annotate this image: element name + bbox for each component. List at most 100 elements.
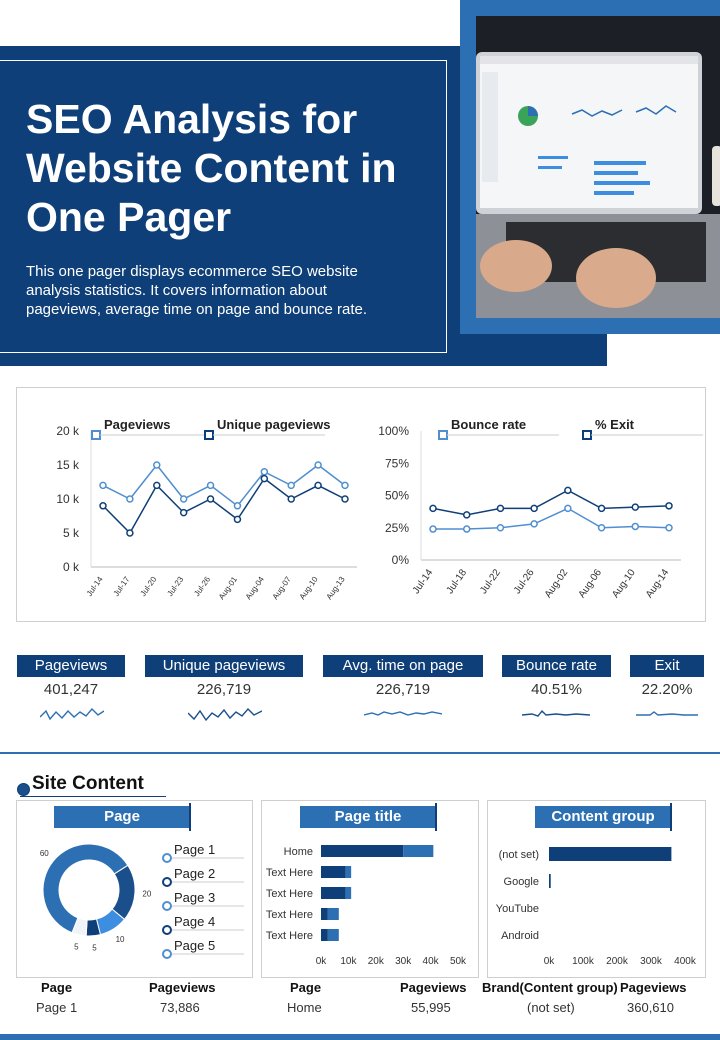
x-tick-label: 0k (316, 956, 328, 967)
x-tick-label: Jul-20 (139, 575, 159, 598)
bar-category-label: Google (504, 876, 539, 888)
table-group-brand-value: (not set) (527, 1000, 575, 1015)
page-panel-header: Page (54, 806, 190, 828)
x-tick-label: Aug-04 (244, 575, 266, 602)
data-point (530, 520, 538, 528)
legend-marker (162, 901, 172, 911)
x-tick-label: Aug-01 (217, 575, 239, 602)
bar-category-label: Text Here (266, 867, 313, 879)
table-page-value: Page 1 (36, 1000, 78, 1015)
legend-marker (91, 430, 101, 440)
data-point (153, 481, 161, 490)
data-point (530, 504, 538, 513)
x-tick-label: Aug-13 (324, 575, 346, 602)
legend-label: Page 4 (174, 914, 215, 929)
data-point (126, 495, 134, 503)
x-tick-label: 300k (640, 956, 663, 967)
kpi-bounce-label: Bounce rate (502, 655, 611, 677)
x-tick-label: 10k (340, 956, 357, 967)
legend-marker (162, 853, 172, 863)
kpi-pageviews-value: 401,247 (43, 681, 99, 698)
header-marker (435, 803, 437, 831)
x-tick-label: Jul-26 (192, 575, 212, 598)
data-point (597, 504, 606, 513)
table-title-page-value: Home (287, 1000, 322, 1015)
y-tick-label: 25% (385, 521, 409, 535)
series-line (102, 463, 346, 507)
kpi-bounce-value: 40.51% (531, 681, 582, 698)
content-group-panel (487, 800, 706, 978)
data-point (496, 524, 505, 532)
table-pageviews-header: Pageviews (149, 980, 216, 995)
x-tick-label: Aug-10 (298, 575, 320, 602)
data-point (206, 481, 215, 490)
table-title-pageviews-value: 55,995 (411, 1000, 451, 1015)
bar (549, 847, 672, 861)
content-group-panel-header: Content group (535, 806, 671, 828)
content-group-bar-chart: (not set) Google YouTube Android 0k 100k 200k 3… (496, 847, 697, 967)
bar (549, 874, 551, 888)
series-line (433, 507, 670, 530)
data-point (314, 461, 322, 469)
legend-label: Page 2 (174, 866, 215, 881)
x-tick-label: Jul-14 (85, 575, 105, 598)
series-line (102, 477, 346, 535)
site-content-title: Site Content (32, 773, 144, 794)
kpi-exit-value: 22.20% (641, 681, 693, 698)
kpi-avg-time-sparkline (364, 711, 442, 716)
legend-marker (162, 877, 172, 887)
data-point (597, 524, 606, 532)
x-tick-label: 50k (450, 956, 467, 967)
bar-category-label: Text Here (266, 909, 313, 921)
data-point (429, 504, 437, 513)
data-point (206, 495, 215, 503)
legend-label: Unique pageviews (217, 417, 330, 432)
x-tick-label: Jul-18 (445, 567, 470, 596)
laptop-photo (476, 16, 720, 318)
header-frame (0, 60, 447, 353)
x-tick-label: Aug-10 (610, 567, 638, 600)
donut-data-label: 5 (92, 944, 97, 953)
kpi-unique-value: 226,719 (196, 681, 252, 698)
legend-label: % Exit (595, 417, 635, 432)
page-description: This one pager displays ecommerce SEO we… (26, 263, 368, 318)
x-tick-label: 200k (606, 956, 629, 967)
data-point (631, 522, 640, 531)
legend-marker (438, 430, 448, 440)
donut-data-label: 20 (142, 890, 151, 899)
kpi-unique-label: Unique pageviews (145, 655, 303, 677)
donut-data-label: 5 (74, 943, 79, 952)
x-tick-label: 100k (572, 956, 595, 967)
section-bullet (17, 783, 30, 796)
bar (345, 887, 352, 899)
bar (403, 845, 434, 857)
data-point (665, 502, 673, 510)
header-marker (670, 803, 672, 831)
x-tick-label: Jul-26 (512, 567, 537, 596)
bar-category-label: YouTube (496, 903, 539, 915)
data-point (153, 461, 161, 469)
data-point (287, 481, 295, 490)
kpi-pageviews-label: Pageviews (17, 655, 125, 677)
data-point (260, 468, 269, 476)
legend-label: Page 1 (174, 842, 215, 857)
x-tick-label: Jul-14 (411, 567, 436, 596)
y-tick-label: 50% (385, 489, 409, 503)
table-page-header: Page (41, 980, 73, 995)
donut-data-label: 10 (116, 935, 125, 944)
page-title-panel (261, 800, 479, 978)
kpi-avg-time-value: 226,719 (375, 681, 431, 698)
x-tick-label: Jul-23 (165, 575, 185, 598)
table-title-pageviews-header: Pageviews (400, 980, 467, 995)
y-tick-label: 5 k (63, 526, 80, 540)
donut-data-label: 60 (40, 849, 49, 858)
bar (327, 929, 339, 941)
x-tick-label: 0k (544, 956, 556, 967)
bar-category-label: Home (284, 846, 313, 858)
bar-category-label: Android (501, 930, 539, 942)
page-donut-chart: 60 20 10 5 5 Page 1 Page 2 Page 3 Page 4 Page 5 (40, 842, 244, 959)
bar (321, 866, 346, 878)
line-charts: 20 k 15 k 10 k 5 k 0 k Jul-14 Jul-17 Jul-20 Jul-… (56, 417, 703, 602)
data-point (429, 525, 437, 533)
data-point (260, 474, 269, 483)
